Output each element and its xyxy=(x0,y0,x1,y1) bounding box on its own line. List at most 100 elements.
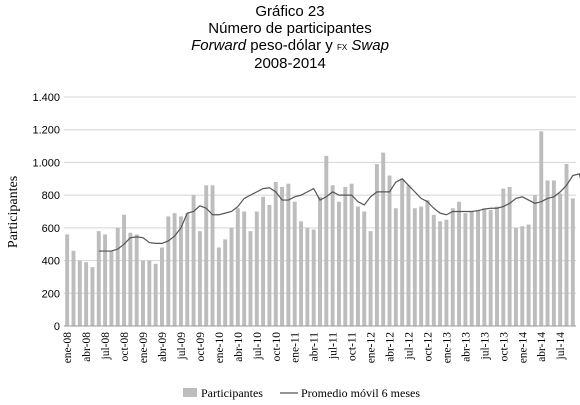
bar-participantes xyxy=(438,221,443,326)
x-tick-label: ene-08 xyxy=(62,332,74,364)
bar-participantes xyxy=(280,186,285,326)
bar-participantes xyxy=(185,213,190,326)
x-tick-label: oct-11 xyxy=(347,332,359,361)
bar-participantes xyxy=(71,250,76,326)
x-tick-label: ene-10 xyxy=(214,332,226,364)
bar-participantes xyxy=(96,231,101,326)
x-tick-label: oct-13 xyxy=(498,332,510,362)
x-tick-label: jul-12 xyxy=(403,332,415,361)
x-tick-label: oct-08 xyxy=(119,332,131,362)
bar-participantes xyxy=(374,164,379,326)
bar-participantes xyxy=(84,262,89,326)
bar-participantes xyxy=(311,229,316,326)
chart-title: Número de participantes xyxy=(208,20,372,37)
bar-participantes xyxy=(520,226,525,326)
bar-participantes xyxy=(419,206,424,326)
bar-participantes xyxy=(305,227,310,326)
chart-subtitle: Forward peso-dólar y fx Swap xyxy=(0,37,580,55)
line-promedio-movil xyxy=(98,173,580,252)
bar-participantes xyxy=(513,227,518,326)
bar-participantes xyxy=(387,175,392,326)
bar-participantes xyxy=(191,195,196,326)
bar-participantes xyxy=(362,211,367,326)
x-tick-label: oct-10 xyxy=(271,332,283,362)
bar-participantes xyxy=(109,250,114,326)
bar-participantes xyxy=(450,208,455,326)
legend-swatch-participantes xyxy=(183,388,197,397)
subtitle-fx: fx xyxy=(336,39,348,53)
bar-participantes xyxy=(299,221,303,326)
bar-participantes xyxy=(355,206,360,326)
bar-participantes xyxy=(141,260,145,326)
bar-participantes xyxy=(406,185,411,326)
bar-participantes xyxy=(273,182,278,326)
x-tick-label: oct-12 xyxy=(422,332,434,362)
bar-participantes xyxy=(400,178,405,326)
bar-participantes xyxy=(261,196,266,326)
bar-participantes xyxy=(330,185,335,326)
bar-participantes xyxy=(292,201,297,326)
bar-participantes xyxy=(248,231,253,326)
bar-participantes xyxy=(495,206,499,326)
bar-participantes xyxy=(393,208,398,326)
x-tick-label: ene-14 xyxy=(517,332,529,364)
bar-participantes xyxy=(558,193,563,326)
subtitle-forward: Forward xyxy=(191,37,247,54)
x-tick-label: abr-13 xyxy=(460,332,472,362)
chart-titles: Gráfico 23 Número de participantes Forwa… xyxy=(0,3,580,72)
bar-participantes xyxy=(128,232,133,326)
bar-participantes xyxy=(235,208,240,326)
x-tick-label: abr-10 xyxy=(233,332,245,362)
bar-participantes xyxy=(178,216,183,326)
x-tick-label: abr-11 xyxy=(309,332,321,362)
bar-participantes xyxy=(412,208,417,326)
x-tick-label: ene-13 xyxy=(441,332,453,364)
bars-participantes xyxy=(65,131,575,326)
x-tick-label: abr-08 xyxy=(81,332,93,362)
y-tick-labels: 0 200 400 600 800 1.000 1.200 1.400 xyxy=(32,92,60,333)
bar-participantes xyxy=(134,234,139,326)
subtitle-swap: Swap xyxy=(351,37,389,54)
y-tick-label: 200 xyxy=(42,288,60,300)
y-tick-label: 1.000 xyxy=(32,157,60,169)
bar-participantes xyxy=(153,263,158,326)
y-tick-label: 800 xyxy=(42,190,60,202)
x-tick-label: abr-09 xyxy=(157,332,169,362)
bar-participantes xyxy=(444,219,449,326)
bar-participantes xyxy=(197,231,202,326)
y-tick-label: 1.400 xyxy=(32,92,60,104)
bar-participantes xyxy=(242,211,247,326)
x-tick-label: jul-09 xyxy=(176,332,188,361)
x-tick-label: jul-08 xyxy=(100,332,112,361)
bar-participantes xyxy=(172,213,177,326)
bar-participantes xyxy=(318,196,322,326)
x-tick-label: abr-14 xyxy=(536,332,548,362)
x-tick-label: jul-10 xyxy=(252,332,264,361)
bar-participantes xyxy=(349,183,354,326)
y-axis-title: Participantes xyxy=(6,176,21,248)
bar-participantes xyxy=(507,186,512,326)
chart-number: Gráfico 23 xyxy=(255,3,325,20)
bar-participantes xyxy=(425,200,430,326)
x-tick-labels: ene-08 abr-08 jul-08 oct-08 ene-09 abr-09 jul-… xyxy=(62,332,567,364)
y-tick-label: 400 xyxy=(42,256,60,268)
bar-participantes xyxy=(532,195,537,326)
bar-participantes xyxy=(160,247,164,326)
bar-participantes xyxy=(381,152,386,326)
bar-participantes xyxy=(564,164,569,326)
legend-label-promedio: Promedio móvil 6 meses xyxy=(301,386,420,400)
bar-participantes xyxy=(229,227,234,326)
bar-participantes xyxy=(77,260,82,326)
bar-participantes xyxy=(526,224,531,326)
bar-participantes xyxy=(204,185,209,326)
bar-participantes xyxy=(570,198,575,326)
legend: Participantes Promedio móvil 6 meses xyxy=(183,386,420,400)
bar-participantes xyxy=(122,214,127,326)
bar-participantes xyxy=(210,185,215,326)
subtitle-middle: peso-dólar y xyxy=(246,37,337,54)
bar-participantes xyxy=(103,234,108,326)
x-tick-label: oct-09 xyxy=(195,332,207,362)
y-tick-label: 1.200 xyxy=(32,125,60,137)
bar-participantes xyxy=(545,180,550,326)
